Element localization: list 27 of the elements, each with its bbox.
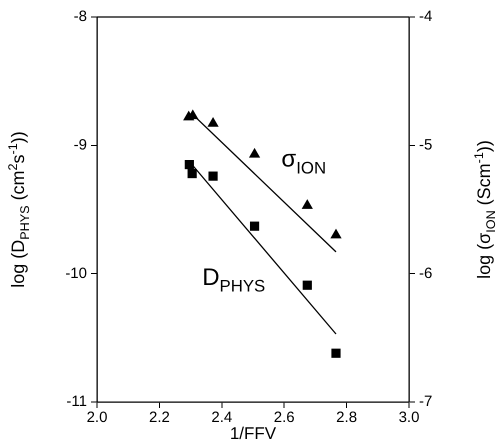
point: [207, 117, 219, 127]
x-axis-title: 1/FFV: [230, 424, 277, 441]
y2-tick-label: -5: [419, 136, 432, 154]
y-tick-label: -11: [66, 393, 87, 410]
y-axis-title: log (DPHYS (cm2s-1)): [6, 131, 32, 288]
point: [330, 228, 342, 238]
point: [302, 199, 313, 209]
point: [331, 348, 341, 358]
point: [188, 168, 197, 178]
point: [184, 160, 194, 170]
y-tick-label: -8: [74, 8, 87, 26]
point: [208, 172, 218, 181]
x-tick-label: 2.0: [86, 409, 108, 426]
x-tick-label: 2.2: [148, 409, 170, 426]
y2-tick-label: -4: [419, 8, 432, 26]
point: [248, 148, 260, 158]
y2-axis-title: log (σION (Scm-1)): [472, 140, 498, 279]
y2-tick-label: -6: [419, 264, 432, 282]
x-tick-label: 2.8: [336, 409, 358, 426]
x-tick-label: 2.4: [211, 409, 232, 426]
y-tick-label: -10: [65, 264, 87, 282]
x-tick-label: 2.6: [274, 409, 295, 426]
y2-tick-label: -7: [419, 393, 432, 410]
x-tick-label: 3.0: [398, 409, 420, 426]
point: [302, 280, 312, 290]
point: [250, 222, 260, 231]
y-tick-label: -9: [74, 136, 87, 154]
